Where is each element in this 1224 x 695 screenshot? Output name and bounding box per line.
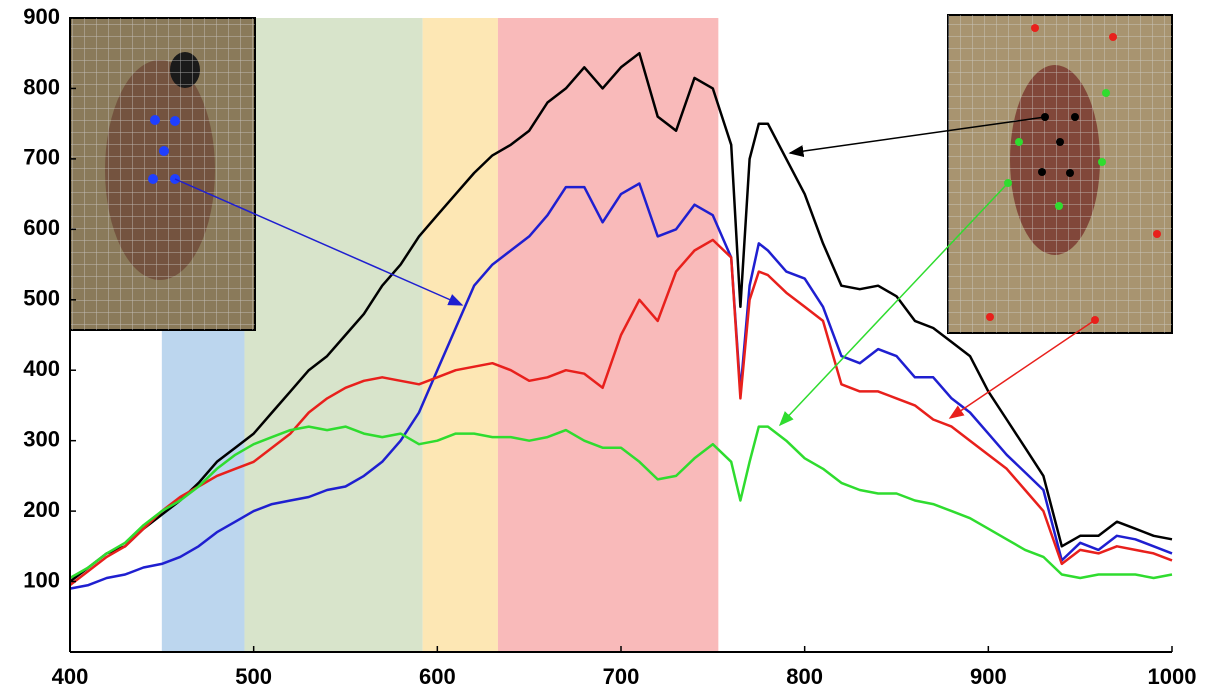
wavelength-band	[244, 18, 423, 652]
y-tick-label: 100	[23, 567, 60, 592]
x-tick-label: 600	[419, 664, 456, 689]
right-photo	[947, 14, 1173, 334]
y-tick-label: 500	[23, 286, 60, 311]
x-tick-label: 800	[786, 664, 823, 689]
y-tick-label: 700	[23, 145, 60, 170]
data-line	[69, 182, 1173, 590]
data-line	[69, 425, 1173, 580]
x-tick-label: 700	[603, 664, 640, 689]
x-tick-label: 900	[970, 664, 1007, 689]
y-tick-label: 600	[23, 215, 60, 240]
wavelength-band	[497, 18, 719, 652]
x-tick-label: 1000	[1148, 664, 1197, 689]
arrow	[174, 178, 464, 306]
arrow	[948, 319, 1096, 419]
arrow	[778, 182, 1009, 427]
arrow	[788, 116, 1046, 158]
left-photo	[69, 17, 256, 331]
data-line	[69, 238, 1173, 587]
y-tick-label: 300	[23, 426, 60, 451]
wavelength-band	[422, 18, 498, 652]
y-tick-label: 800	[23, 74, 60, 99]
data-line	[69, 51, 1173, 583]
y-tick-label: 200	[23, 497, 60, 522]
y-tick-label: 900	[23, 4, 60, 29]
x-tick-label: 500	[235, 664, 272, 689]
y-tick-label: 400	[23, 356, 60, 381]
overlay	[69, 14, 1173, 427]
x-tick-label: 400	[52, 664, 89, 689]
